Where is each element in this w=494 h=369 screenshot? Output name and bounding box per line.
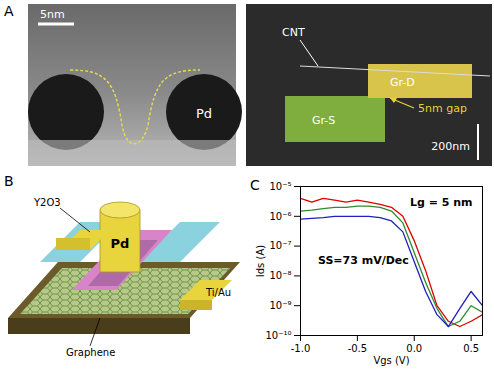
svg-text:10⁻⁸: 10⁻⁸ bbox=[269, 270, 291, 281]
svg-text:5nm: 5nm bbox=[40, 8, 65, 21]
svg-text:Pd: Pd bbox=[196, 106, 212, 121]
svg-text:5nm gap: 5nm gap bbox=[418, 102, 467, 115]
svg-text:Pd: Pd bbox=[111, 236, 130, 251]
svg-text:-1.0: -1.0 bbox=[291, 343, 311, 354]
svg-text:10⁻⁶: 10⁻⁶ bbox=[269, 211, 291, 222]
svg-text:0.0: 0.0 bbox=[406, 343, 422, 354]
svg-text:10⁻⁵: 10⁻⁵ bbox=[269, 181, 291, 192]
svg-text:10⁻⁹: 10⁻⁹ bbox=[269, 300, 291, 311]
svg-text:10⁻⁷: 10⁻⁷ bbox=[269, 240, 291, 251]
svg-text:Gr-D: Gr-D bbox=[390, 76, 415, 89]
svg-text:C: C bbox=[250, 177, 260, 193]
svg-text:10⁻¹⁰: 10⁻¹⁰ bbox=[265, 330, 291, 341]
svg-text:Gr-S: Gr-S bbox=[312, 114, 335, 127]
svg-text:Y2O3: Y2O3 bbox=[33, 197, 61, 208]
svg-text:Ids (A): Ids (A) bbox=[255, 245, 266, 277]
html-text:Lg = 5 nm: Lg = 5 nm bbox=[410, 196, 473, 209]
svg-text:-0.5: -0.5 bbox=[348, 343, 368, 354]
svg-text:200nm: 200nm bbox=[431, 140, 470, 153]
svg-text:0.5: 0.5 bbox=[463, 343, 479, 354]
svg-text:Graphene: Graphene bbox=[66, 347, 115, 358]
svg-text:A: A bbox=[4, 3, 14, 19]
svg-text:Ti/Au: Ti/Au bbox=[205, 287, 231, 298]
svg-text:Vgs (V): Vgs (V) bbox=[373, 355, 409, 366]
html-text:SS=73 mV/Dec: SS=73 mV/Dec bbox=[318, 254, 409, 267]
svg-text:CNT: CNT bbox=[282, 26, 305, 39]
svg-text:B: B bbox=[4, 173, 14, 189]
